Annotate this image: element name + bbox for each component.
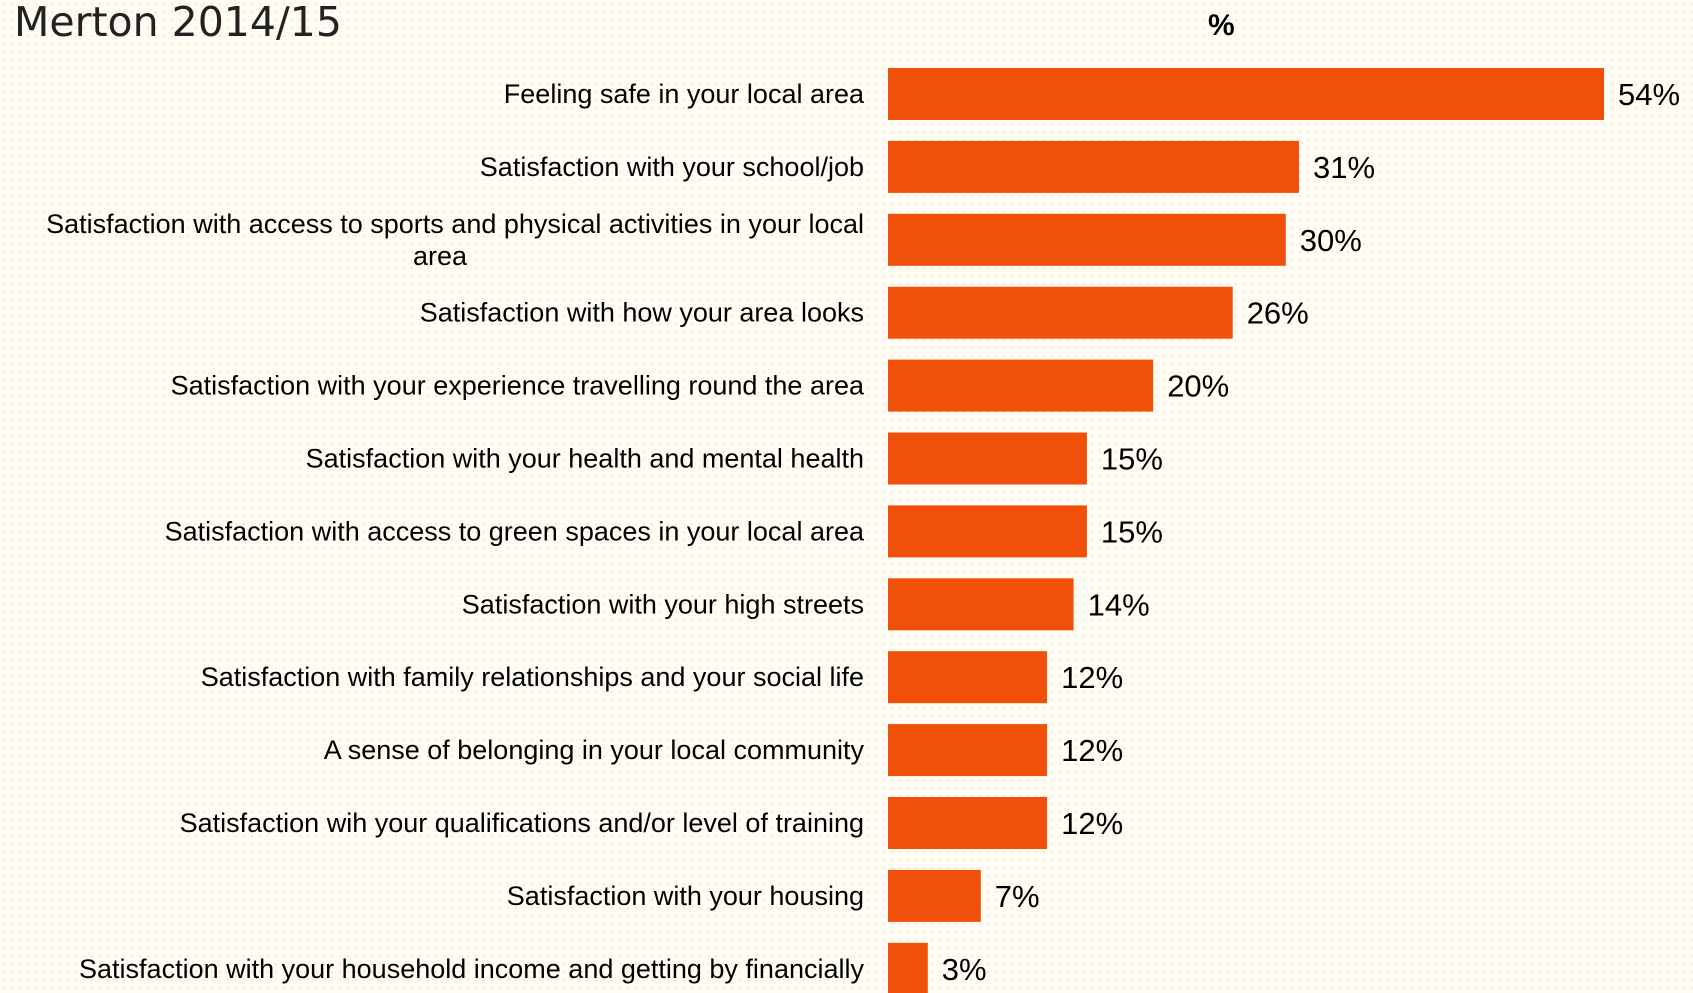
category-label: Satisfaction with family relationships a… [201, 662, 864, 692]
category-label-line: Satisfaction with access to sports and p… [46, 209, 864, 239]
bar [888, 505, 1087, 557]
bars-group [888, 68, 1604, 993]
category-label-line: Satisfaction with your household income … [79, 954, 864, 984]
value-label: 30% [1300, 223, 1362, 258]
bar [888, 68, 1604, 120]
category-label-line: Satisfaction with how your area looks [420, 298, 864, 328]
bar [888, 360, 1153, 412]
category-label-line: Satisfaction with your high streets [462, 589, 864, 619]
category-label: Satisfaction with your housing [507, 881, 864, 911]
category-label: Satisfaction with how your area looks [420, 298, 864, 328]
category-label: Satisfaction with your health and mental… [306, 444, 864, 474]
bar [888, 141, 1299, 193]
category-label: Satisfaction with your experience travel… [171, 371, 865, 401]
category-label: A sense of belonging in your local commu… [324, 735, 865, 765]
bar [888, 287, 1233, 339]
value-label: 20% [1167, 369, 1229, 404]
category-label-line: Feeling safe in your local area [504, 79, 865, 109]
bar [888, 578, 1074, 630]
bar [888, 651, 1047, 703]
value-label: 12% [1061, 660, 1123, 695]
category-label: Satisfaction with your high streets [462, 589, 864, 619]
category-label-line: Satisfaction with your school/job [480, 152, 864, 182]
bar [888, 943, 928, 993]
category-label: Satisfaction with your household income … [79, 954, 864, 984]
category-label-line: A sense of belonging in your local commu… [324, 735, 865, 765]
category-label: Satisfaction with access to sports and p… [46, 209, 864, 271]
value-label: 7% [995, 879, 1040, 914]
category-label-line: area [413, 241, 468, 271]
value-label: 15% [1101, 442, 1163, 477]
category-label: Feeling safe in your local area [504, 79, 865, 109]
category-label: Satisfaction with access to green spaces… [165, 516, 865, 546]
bar [888, 214, 1286, 266]
category-label-line: Satisfaction with family relationships a… [201, 662, 864, 692]
value-label: 12% [1061, 806, 1123, 841]
value-label: 15% [1101, 514, 1163, 549]
value-label: 26% [1247, 296, 1309, 331]
category-label: Satisfaction wih your qualifications and… [180, 808, 864, 838]
value-label: 12% [1061, 733, 1123, 768]
bar [888, 797, 1047, 849]
category-label-line: Satisfaction with your housing [507, 881, 864, 911]
value-label: 3% [942, 952, 987, 987]
bar [888, 870, 981, 922]
bar [888, 433, 1087, 485]
category-label-line: Satisfaction wih your qualifications and… [180, 808, 864, 838]
category-label-line: Satisfaction with your experience travel… [171, 371, 865, 401]
value-label: 31% [1313, 150, 1375, 185]
category-labels-group: Feeling safe in your local area Satisfact… [46, 79, 865, 984]
category-label-line: Satisfaction with your health and mental… [306, 444, 864, 474]
category-label: Satisfaction with your school/job [480, 152, 864, 182]
category-label-line: Satisfaction with access to green spaces… [165, 516, 865, 546]
value-label: 14% [1088, 587, 1150, 622]
value-label: 54% [1618, 77, 1680, 112]
bar [888, 724, 1047, 776]
